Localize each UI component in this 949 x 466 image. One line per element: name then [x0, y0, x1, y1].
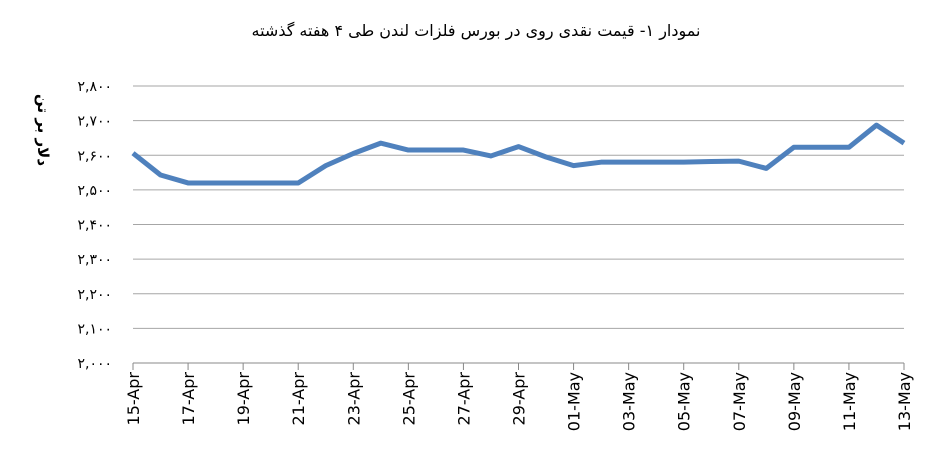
y-tick-label: ۲,۳۰۰ [77, 252, 112, 268]
y-tick-label: ۲,۰۰۰ [77, 356, 112, 372]
x-tick-label: 15-Apr [124, 372, 143, 426]
line-series [131, 122, 906, 186]
y-tick-label: ۲,۵۰۰ [77, 183, 112, 199]
y-tick-label: ۲,۲۰۰ [77, 287, 112, 303]
y-tick-label: ۲,۱۰۰ [77, 321, 112, 337]
x-tick-label: 01-May [565, 372, 584, 431]
x-tick-label: 05-May [675, 372, 694, 431]
y-tick-label: ۲,۶۰۰ [77, 148, 112, 164]
x-tick-label: 27-Apr [454, 372, 473, 426]
chart-title: نمودار ۱- قیمت نقدی روی در بورس فلزات لن… [252, 21, 701, 41]
x-tick-label: 07-May [730, 372, 749, 431]
x-tick-label: 17-Apr [179, 372, 198, 426]
x-tick-label: 21-Apr [289, 372, 308, 426]
x-tick-label: 03-May [620, 372, 639, 431]
y-tick-label: ۲,۴۰۰ [77, 218, 112, 234]
x-tick-label: 09-May [785, 372, 804, 431]
y-tick-label: ۲,۷۰۰ [77, 114, 112, 130]
x-tick-label: 23-Apr [344, 372, 363, 426]
x-tick-label: 25-Apr [399, 372, 418, 426]
x-tick-label: 13-May [895, 372, 914, 431]
y-tick-label: ۲,۸۰۰ [77, 79, 112, 95]
x-tick-label: 19-Apr [234, 372, 253, 426]
x-tick-label: 11-May [840, 372, 859, 431]
x-tick-label: 29-Apr [510, 372, 529, 426]
y-axis-label: دلار بر تن [34, 94, 52, 166]
